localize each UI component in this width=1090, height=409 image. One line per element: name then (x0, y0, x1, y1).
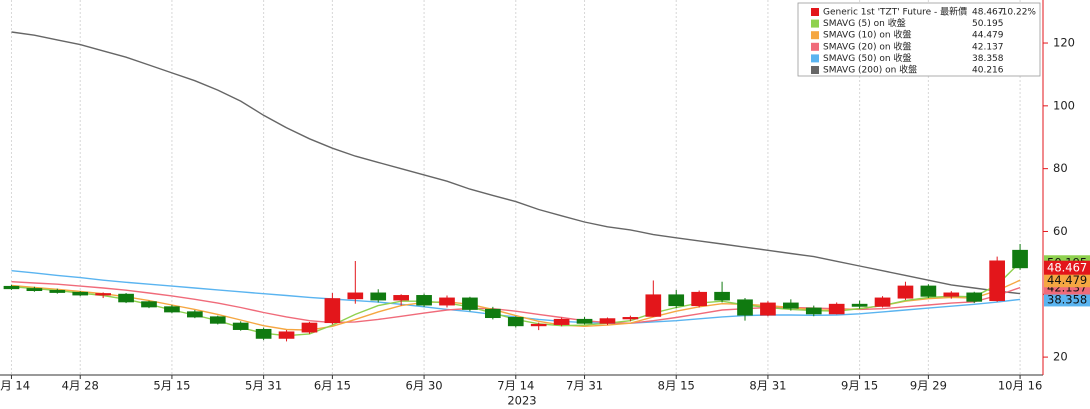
candle-body (553, 318, 570, 325)
candle-body (805, 307, 822, 315)
candle-body (209, 316, 226, 324)
legend-value: 38.358 (972, 54, 1004, 64)
candle-body (851, 303, 868, 307)
legend-value: 40.216 (972, 66, 1004, 76)
legend-swatch (811, 19, 819, 28)
x-tick-label: 6月 30 (406, 379, 443, 393)
legend-value: 50.195 (972, 19, 1004, 29)
value-tag-label: 38.358 (1047, 292, 1087, 306)
candle-body (485, 308, 501, 319)
candle-body (232, 322, 249, 330)
candle-body (714, 291, 730, 301)
x-tick-label: 4月 28 (62, 379, 99, 393)
candle-body (95, 293, 111, 296)
candle-body (3, 285, 20, 290)
candle-body (599, 318, 616, 324)
value-tag-label: 48.467 (1047, 261, 1087, 275)
candle-body (783, 302, 799, 309)
candles (3, 244, 1028, 342)
candle-body (416, 295, 432, 306)
legend-value: 44.479 (972, 31, 1004, 41)
candle-body (989, 260, 1005, 302)
legend-swatch (811, 42, 819, 51)
legend-value: 48.467 (972, 8, 1004, 18)
legend-change: -10.22% (998, 8, 1036, 18)
year-label: 2023 (507, 394, 536, 408)
legend-label: SMAVG (10) on 收盤 (823, 29, 911, 41)
candle-body (668, 294, 685, 307)
candle-body (462, 297, 478, 310)
legend: Generic 1st 'TZT' Future - 最新價 48.467 SMAV… (797, 2, 1041, 77)
ma-line (11, 31, 1021, 295)
candle-body (347, 292, 364, 300)
candle-body (760, 302, 776, 316)
candle-body (576, 318, 593, 324)
value-tag (1044, 292, 1090, 307)
x-tick-label: 5月 31 (245, 379, 282, 393)
y-tick-label: 120 (1053, 36, 1075, 50)
candle-body (118, 293, 134, 303)
y-tick-label: 80 (1053, 161, 1068, 175)
x-tick-label: 4月 14 (0, 379, 30, 393)
candle-body (737, 299, 753, 316)
candle-body (507, 317, 524, 327)
x-tick-label: 7月 14 (497, 379, 534, 393)
x-tick-label: 9月 29 (910, 379, 947, 393)
legend-label: SMAVG (200) on 收盤 (823, 64, 917, 76)
candle-body (691, 291, 707, 307)
legend-label: SMAVG (50) on 收盤 (823, 52, 911, 64)
legend-label: SMAVG (5) on 收盤 (823, 17, 906, 29)
candle-body (439, 297, 455, 306)
candle-body (141, 301, 157, 308)
candle-body (966, 292, 983, 302)
candle-body (370, 292, 387, 301)
legend-label: SMAVG (20) on 收盤 (823, 40, 911, 52)
legend-swatch (811, 8, 819, 16)
candle-body (920, 285, 937, 297)
candle-body (393, 295, 409, 301)
candle-body (187, 311, 203, 318)
x-tick-label: 7月 31 (566, 379, 603, 393)
x-tick-label: 8月 15 (658, 379, 695, 393)
candle-body (874, 297, 891, 307)
candle-body (255, 328, 272, 339)
candle-body (301, 322, 318, 333)
candle-body (278, 331, 295, 339)
candle-body (26, 288, 43, 292)
candle-body (828, 303, 845, 315)
candle-body (49, 290, 66, 293)
value-tag (1044, 260, 1090, 275)
value-tag-label: 44.479 (1047, 273, 1087, 287)
candle-body (164, 306, 180, 313)
candle-body (324, 298, 341, 324)
candle-body (530, 323, 547, 327)
candle-body (1012, 249, 1028, 269)
x-tick-label: 5月 15 (153, 379, 190, 393)
legend-label: Generic 1st 'TZT' Future - 最新價 (823, 6, 967, 18)
legend-swatch (811, 31, 819, 40)
legend-swatch (811, 54, 819, 63)
legend-box (797, 2, 1041, 77)
y-tick-label: 100 (1053, 98, 1075, 112)
y-tick-label: 60 (1053, 224, 1068, 238)
x-tick-label: 6月 15 (314, 379, 351, 393)
candle-body (622, 317, 639, 320)
x-tick-label: 9月 15 (841, 379, 878, 393)
candle-body (645, 294, 662, 317)
y-tick-label: 20 (1053, 350, 1068, 364)
legend-swatch (811, 66, 819, 74)
candle-body (943, 292, 960, 297)
x-tick-label: 8月 31 (749, 379, 786, 393)
legend-value: 42.137 (972, 42, 1004, 52)
x-tick-label: 10月 16 (998, 379, 1042, 393)
candle-body (72, 291, 89, 296)
candle-body (897, 285, 914, 299)
value-tag (1044, 273, 1090, 288)
